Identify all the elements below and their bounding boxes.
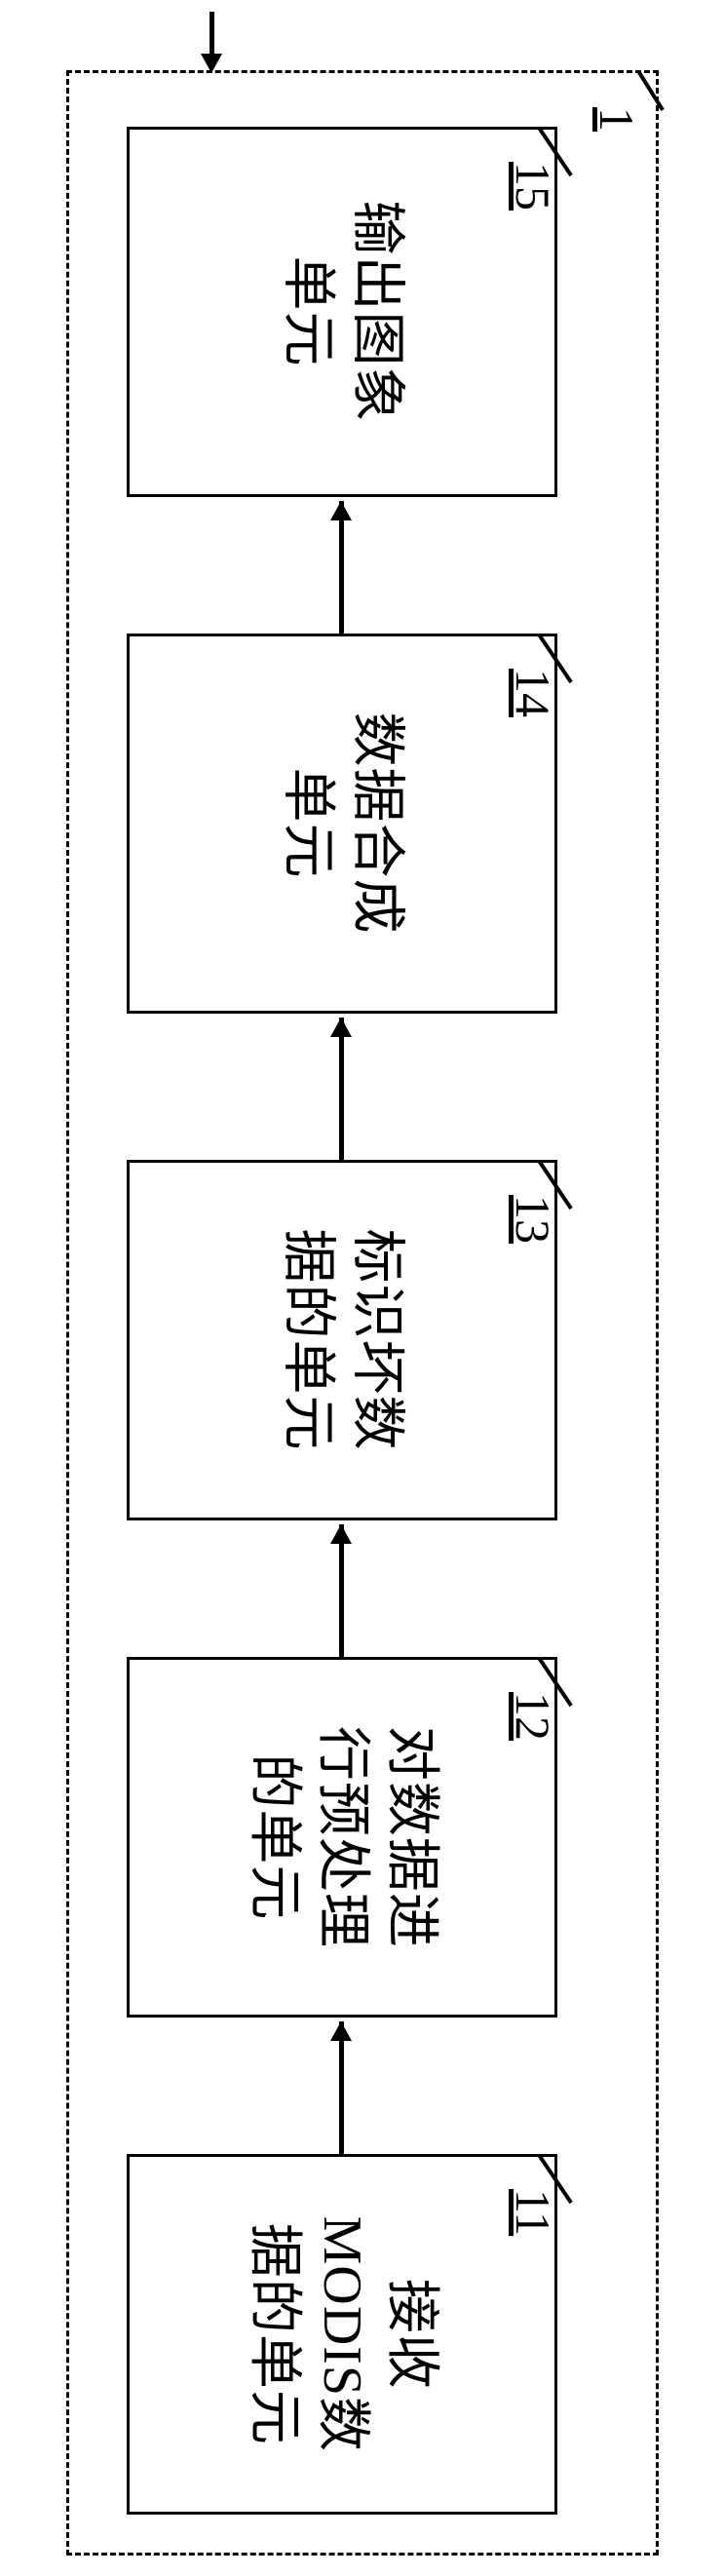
modis-receive-unit: 接收 MODIS数 据的单元 xyxy=(127,2154,557,2515)
box14-line2: 单元 xyxy=(278,768,338,879)
box15-line2: 单元 xyxy=(278,256,338,367)
box13-line2: 据的单元 xyxy=(278,1229,338,1451)
container-label: 1 xyxy=(589,107,645,132)
box11-line3: 据的单元 xyxy=(244,2223,304,2445)
box12-label: 12 xyxy=(505,1692,561,1741)
box12-line2: 行预处理 xyxy=(312,1726,372,1948)
arrow-12-13-head xyxy=(330,1524,352,1544)
arrow-13-14-head xyxy=(330,1018,352,1037)
data-composite-unit: 数据合成 单元 xyxy=(127,634,557,1014)
arrow-11-12-head xyxy=(330,2021,352,2041)
box14-line1: 数据合成 xyxy=(347,712,407,935)
arrow-14-15-shaft xyxy=(339,501,344,634)
box11-line1: 接收 xyxy=(381,2279,441,2390)
box13-line1: 标识坏数 xyxy=(347,1229,407,1451)
arrow-12-13-shaft xyxy=(339,1524,344,1657)
output-image-unit: 输出图象 单元 xyxy=(127,127,557,497)
box14-label: 14 xyxy=(505,669,561,717)
box15-line1: 输出图象 xyxy=(347,201,407,423)
box11-line2: MODIS数 xyxy=(312,2216,372,2452)
arrow-13-14-shaft xyxy=(339,1018,344,1160)
input-arrow-head xyxy=(201,54,222,73)
arrow-14-15-head xyxy=(330,501,352,520)
preprocess-unit: 对数据进 行预处理 的单元 xyxy=(127,1657,557,2018)
box15-label: 15 xyxy=(505,162,561,211)
arrow-11-12-shaft xyxy=(339,2021,344,2154)
box13-label: 13 xyxy=(505,1195,561,1244)
box12-line1: 对数据进 xyxy=(381,1726,441,1948)
bad-data-flag-unit: 标识坏数 据的单元 xyxy=(127,1160,557,1520)
box12-line3: 的单元 xyxy=(244,1753,304,1920)
box11-label: 11 xyxy=(505,2189,561,2236)
